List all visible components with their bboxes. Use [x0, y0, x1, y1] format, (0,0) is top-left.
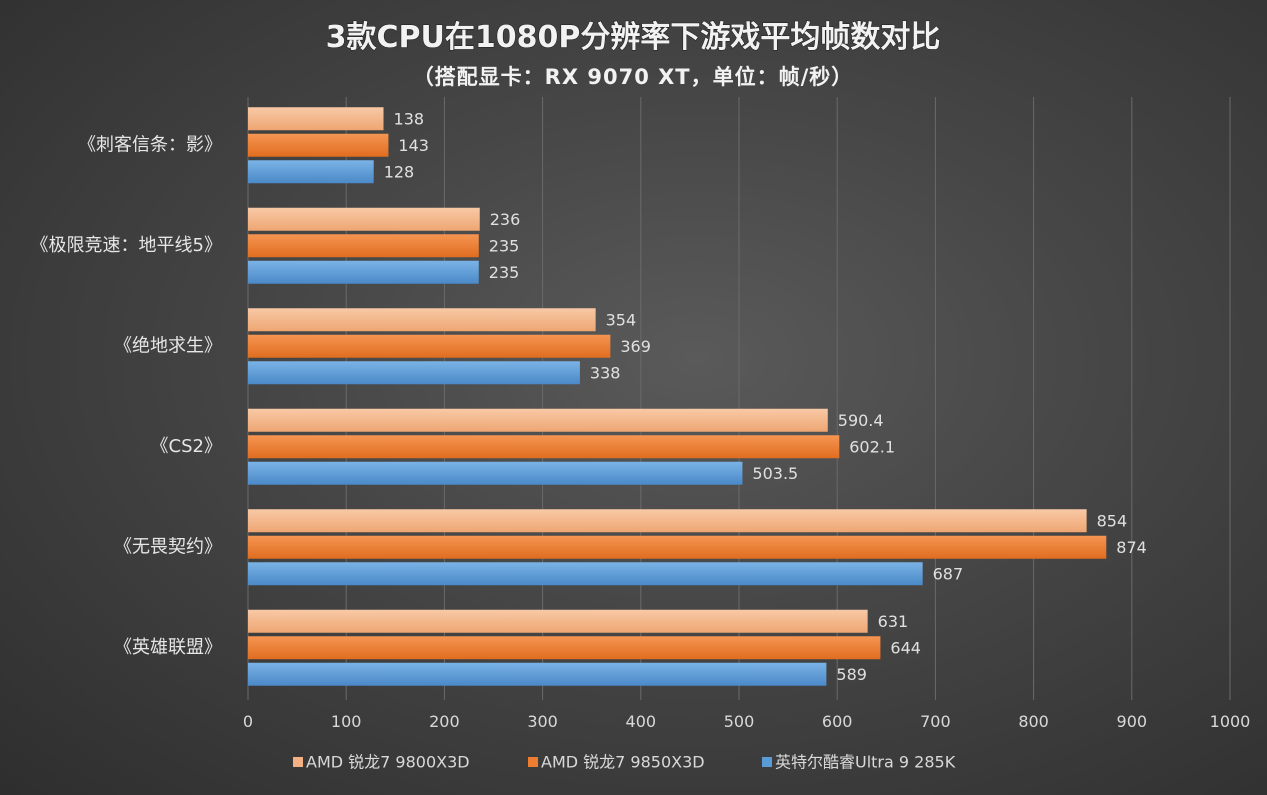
bar [248, 509, 1087, 533]
bar [248, 207, 480, 231]
x-tick-label: 1000 [1210, 712, 1251, 731]
bar [248, 308, 596, 332]
x-tick-label: 900 [1117, 712, 1148, 731]
chart-title: 3款CPU在1080P分辨率下游戏平均帧数对比 [326, 20, 941, 55]
data-label: 235 [489, 263, 520, 282]
legend-swatch [762, 757, 772, 767]
data-label: 687 [933, 564, 964, 583]
data-label: 589 [836, 665, 867, 684]
data-label: 143 [398, 136, 429, 155]
data-label: 854 [1097, 511, 1128, 530]
data-label: 138 [394, 109, 425, 128]
data-label: 236 [490, 210, 521, 229]
bar [248, 334, 611, 358]
data-label: 644 [890, 638, 921, 657]
bar [248, 535, 1107, 559]
bar [248, 636, 881, 660]
x-tick-label: 600 [822, 712, 853, 731]
legend-swatch [293, 757, 303, 767]
x-tick-label: 0 [243, 712, 253, 731]
data-label: 590.4 [838, 411, 884, 430]
bar [248, 133, 389, 157]
data-label: 128 [384, 162, 415, 181]
x-tick-label: 500 [724, 712, 755, 731]
bar [248, 461, 743, 485]
category-label: 《英雄联盟》 [114, 637, 222, 658]
x-tick-label: 100 [331, 712, 362, 731]
category-label: 《绝地求生》 [114, 335, 222, 356]
legend-label: AMD 锐龙7 9850X3D [541, 753, 705, 772]
data-label: 338 [590, 363, 621, 382]
bar [248, 160, 374, 184]
bar [248, 260, 479, 284]
bar [248, 435, 840, 459]
data-label: 354 [606, 310, 637, 329]
legend-label: AMD 锐龙7 9800X3D [306, 753, 470, 772]
x-tick-label: 300 [527, 712, 558, 731]
bar [248, 408, 828, 432]
chart-subtitle: （搭配显卡：RX 9070 XT，单位：帧/秒） [413, 65, 854, 89]
legend-swatch [528, 757, 538, 767]
data-label: 602.1 [849, 437, 895, 456]
x-tick-label: 800 [1018, 712, 1049, 731]
bar [248, 562, 923, 586]
data-label: 874 [1116, 538, 1147, 557]
data-label: 235 [489, 236, 520, 255]
x-tick-label: 700 [920, 712, 951, 731]
bar [248, 662, 827, 686]
legend-label: 英特尔酷睿Ultra 9 285K [775, 753, 956, 772]
category-label: 《无畏契约》 [114, 536, 222, 557]
bar [248, 609, 868, 633]
bar [248, 234, 479, 258]
data-label: 503.5 [752, 464, 798, 483]
category-label: 《极限竞速：地平线5》 [31, 235, 222, 256]
x-tick-label: 400 [626, 712, 657, 731]
bar [248, 361, 580, 385]
bar [248, 107, 384, 131]
x-tick-label: 200 [429, 712, 460, 731]
category-label: 《刺客信条：影》 [78, 134, 222, 155]
data-label: 631 [878, 612, 909, 631]
category-label: 《CS2》 [151, 436, 222, 457]
data-label: 369 [620, 337, 651, 356]
